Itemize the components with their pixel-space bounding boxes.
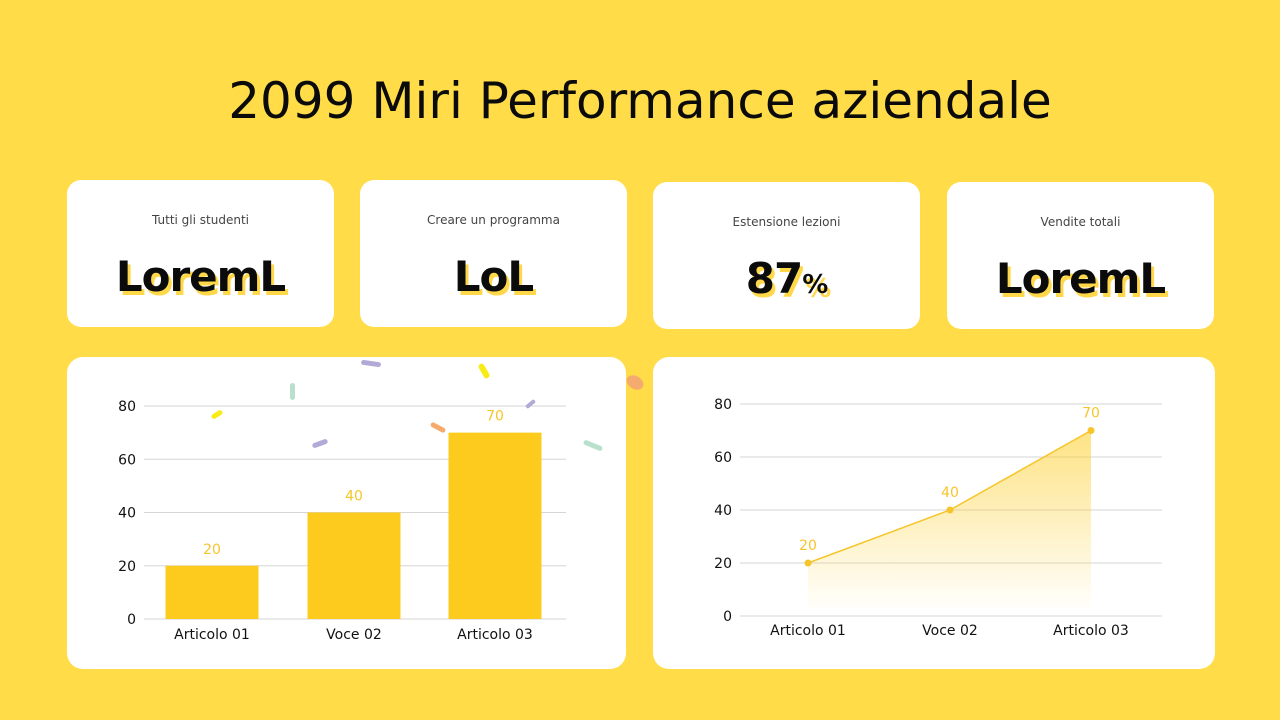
bar-chart-panel: 0 20 40 60 80 20 Articolo 01 40 Voce 02 70 Articol… — [67, 357, 626, 669]
area-chart: 0 20 40 60 80 20 Articolo 01 40 Voce 02 70 Articol… — [714, 397, 1162, 639]
y-tick-label: 20 — [118, 559, 136, 575]
kpi-card-sales: Vendite totali LoremL — [947, 182, 1214, 329]
y-tick-label: 80 — [118, 399, 136, 415]
confetti-decoration — [290, 383, 295, 400]
bar — [307, 512, 401, 619]
y-tick-label: 40 — [714, 503, 732, 519]
page-title: 2099 Miri Performance aziendale — [228, 72, 1052, 130]
kpi-card-program: Creare un programma LoL — [360, 180, 627, 327]
x-tick-label: Voce 02 — [326, 627, 382, 643]
bar — [448, 432, 542, 619]
kpi-value-text: 87 — [745, 254, 803, 303]
y-tick-label: 80 — [714, 397, 732, 413]
kpi-value: LoremL — [947, 254, 1214, 303]
y-tick-label: 60 — [714, 450, 732, 466]
y-tick-label: 20 — [714, 556, 732, 572]
data-point — [1087, 427, 1095, 434]
x-tick-label: Articolo 03 — [1053, 623, 1129, 639]
data-label: 20 — [203, 542, 221, 558]
bar-chart: 0 20 40 60 80 20 Articolo 01 40 Voce 02 70 Articol… — [118, 399, 566, 643]
kpi-value-text: LoremL — [115, 252, 286, 301]
confetti-decoration — [623, 372, 647, 393]
data-label: 70 — [1082, 406, 1100, 422]
x-tick-label: Articolo 01 — [174, 627, 250, 643]
kpi-unit: % — [802, 270, 828, 300]
kpi-label: Creare un programma — [427, 213, 560, 227]
data-point — [946, 506, 954, 514]
bar — [165, 565, 259, 619]
kpi-value-text: LoremL — [995, 254, 1166, 303]
x-tick-label: Articolo 03 — [457, 627, 533, 643]
y-tick-label: 60 — [118, 452, 136, 468]
data-label: 40 — [941, 485, 959, 501]
kpi-value: LoL — [360, 252, 627, 301]
area-fill — [808, 430, 1091, 608]
data-label: 20 — [799, 538, 817, 554]
y-tick-label: 0 — [723, 609, 732, 625]
kpi-value-text: LoL — [453, 252, 534, 301]
y-tick-label: 0 — [127, 612, 136, 628]
kpi-label: Estensione lezioni — [732, 215, 841, 229]
kpi-value: 87% — [653, 254, 920, 303]
data-point — [804, 559, 812, 567]
x-tick-label: Voce 02 — [922, 623, 978, 639]
kpi-label: Vendite totali — [1040, 215, 1121, 229]
kpi-card-lessons: Estensione lezioni 87% — [653, 182, 920, 329]
kpi-card-students: Tutti gli studenti LoremL — [67, 180, 334, 327]
area-chart-panel: 0 20 40 60 80 20 Articolo 01 40 Voce 02 70 Articol… — [653, 357, 1215, 669]
kpi-value: LoremL — [67, 252, 334, 301]
x-tick-label: Articolo 01 — [770, 623, 846, 639]
kpi-label: Tutti gli studenti — [152, 213, 249, 227]
data-label: 40 — [345, 489, 363, 505]
data-label: 70 — [486, 409, 504, 425]
y-tick-label: 40 — [118, 506, 136, 522]
